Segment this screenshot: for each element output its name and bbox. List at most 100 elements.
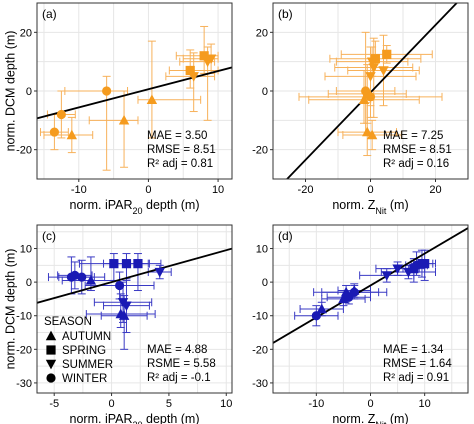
data-point-summer [378,66,389,76]
plot-background [37,225,232,393]
y-tick-label: -20 [16,344,32,356]
y-tick-label: 10 [256,244,268,256]
x-tick-label: 0 [145,184,151,196]
data-point-summer [368,63,379,73]
legend-title: SEASON [44,316,92,328]
y-tick-label: -30 [252,378,268,390]
legend-item-label: SUMMER [62,359,113,371]
panel-label: (d) [278,229,293,243]
data-point-autumn [118,310,130,320]
data-point-autumn [349,285,360,295]
data-point-summer [121,301,132,312]
y-tick-label: 10 [20,244,32,256]
x-tick-label: -5 [49,398,59,410]
data-point-summer [392,264,403,275]
y-tick-label: -20 [16,145,32,157]
data-point-autumn [118,114,130,125]
data-point-spring [133,259,143,269]
stat-line: RMSE = 8.51 [147,144,216,156]
data-point-spring [185,65,195,76]
data-point-autumn [85,275,97,285]
data-point-autumn [66,129,78,140]
stat-line: R² adj = 0.16 [383,158,449,170]
y-tick-label: 0 [26,277,32,289]
fit-line [273,227,468,344]
fit-line [37,66,232,120]
y-axis-label: norm. DCM depth (m) [3,31,17,152]
plot-area [37,247,232,350]
stat-line: MAE = 1.34 [383,344,444,356]
x-tick-label: 0 [108,398,114,410]
fit-line [37,247,232,304]
stat-line: R² adj = -0.1 [147,372,211,384]
x-tick-label: -10 [71,184,87,196]
stat-line: RMSE = 1.64 [383,358,452,370]
data-point-autumn [358,94,370,104]
data-point-spring [420,259,430,269]
data-point-summer [381,271,392,281]
plot-area [285,3,458,179]
data-point-summer [365,72,376,82]
data-point-spring [370,54,380,64]
data-point-spring [109,259,119,269]
error-bar [137,40,202,139]
legend-item-label: SPRING [62,345,106,357]
stat-line: MAE = 4.88 [147,344,207,356]
data-point-spring [199,51,209,61]
data-point-winter [77,272,87,282]
x-tick-label: 20 [429,184,441,196]
gridlines [37,225,232,393]
plot-area [37,25,232,171]
error-bar [88,90,139,168]
y-tick-label: 20 [20,27,32,39]
x-tick-label: 0 [367,184,373,196]
panel-b: -20 0 20 -20 0 20 (b) MAE = 7.25 RMSE = 8.51 R² a… [252,2,469,216]
stat-line: R² adj = 0.81 [147,158,213,170]
y-tick-label: 20 [256,27,268,39]
data-point-summer [205,54,217,65]
panel-border [36,224,233,394]
x-tick-label: 10 [212,184,224,196]
x-axis-label: norm. ZNit (m) [332,198,408,216]
data-point-autumn [366,129,378,140]
stat-line: MAE = 3.50 [147,130,207,142]
legend-item-label: WINTER [62,373,107,385]
data-point-winter [49,127,60,137]
data-point-winter [365,92,376,102]
y-tick-label: -30 [16,378,32,390]
panel-label: (b) [278,7,293,21]
data-point-winter [70,270,80,280]
x-axis-label: norm. ZNit (m) [332,412,408,424]
data-point-winter [311,311,321,321]
data-point-autumn [316,303,327,314]
x-axis-label: norm. iPAR20 depth (m) [70,412,200,424]
y-tick-label: 0 [262,86,268,98]
y-tick-label: 0 [26,86,32,98]
data-point-winter [114,280,125,291]
panel-d: -10 0 10 -30 -20 -10 0 10 (d) MAE = 1.34 RMSE = 1.… [252,224,469,424]
data-point-winter [56,109,66,120]
x-tick-label: 5 [166,398,172,410]
panel-label: (a) [42,7,57,21]
data-point-winter [102,86,112,96]
data-point-autumn [340,286,352,297]
x-tick-label: -10 [308,398,324,410]
y-tick-label: 0 [262,277,268,289]
legend: SEASON AUTUMN SPRING SUMMER WINTER [44,316,113,385]
data-point-spring [382,49,392,59]
legend-marker-summer [45,359,57,370]
stat-line: RMSE = 8.51 [383,144,452,156]
legend-marker-spring [46,345,56,355]
y-axis-label: norm. DCM depth (m) [3,249,17,370]
data-point-summer [188,72,199,82]
stat-line: RSME = 5.58 [147,358,216,370]
y-tick-label: -10 [16,311,32,323]
plot-area [273,227,468,344]
x-tick-label: 0 [367,398,373,410]
x-tick-label: -20 [298,184,314,196]
y-tick-label: -20 [252,344,268,356]
panel-a: -10 0 10 -20 0 20 (a) MAE = 3.50 RMSE = 8.51 R² a… [3,2,233,216]
x-tick-label: 10 [419,398,431,410]
y-tick-label: -20 [252,145,268,157]
